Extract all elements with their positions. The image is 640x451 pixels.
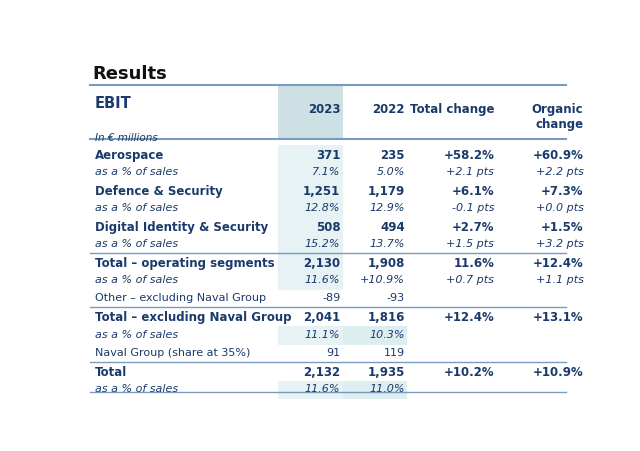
Text: +2.7%: +2.7% — [452, 221, 494, 234]
Text: 1,816: 1,816 — [367, 311, 405, 324]
Text: 2022: 2022 — [372, 103, 405, 116]
Text: +12.4%: +12.4% — [444, 311, 494, 324]
Text: 12.9%: 12.9% — [369, 202, 405, 212]
Text: 2023: 2023 — [308, 103, 340, 116]
Text: 1,908: 1,908 — [367, 257, 405, 270]
Text: 494: 494 — [380, 221, 405, 234]
FancyBboxPatch shape — [278, 200, 343, 218]
Text: 10.3%: 10.3% — [369, 329, 405, 339]
Text: +1.1 pts: +1.1 pts — [536, 275, 584, 285]
Text: EBIT: EBIT — [95, 96, 132, 111]
FancyBboxPatch shape — [278, 327, 343, 345]
Text: 11.1%: 11.1% — [305, 329, 340, 339]
Text: 235: 235 — [380, 148, 405, 161]
Text: 11.0%: 11.0% — [369, 383, 405, 393]
Text: Digital Identity & Security: Digital Identity & Security — [95, 221, 268, 234]
Text: +1.5%: +1.5% — [541, 221, 584, 234]
Text: +58.2%: +58.2% — [444, 148, 494, 161]
Text: 2,041: 2,041 — [303, 311, 340, 324]
Text: +3.2 pts: +3.2 pts — [536, 239, 584, 249]
Text: +60.9%: +60.9% — [532, 148, 584, 161]
Text: +10.9%: +10.9% — [360, 275, 405, 285]
FancyBboxPatch shape — [343, 381, 408, 399]
FancyBboxPatch shape — [278, 146, 343, 164]
Text: +12.4%: +12.4% — [532, 257, 584, 270]
FancyBboxPatch shape — [278, 85, 343, 141]
Text: 371: 371 — [316, 148, 340, 161]
FancyBboxPatch shape — [278, 236, 343, 254]
FancyBboxPatch shape — [278, 218, 343, 236]
Text: Total – operating segments: Total – operating segments — [95, 257, 275, 270]
Text: 1,935: 1,935 — [367, 365, 405, 378]
Text: Total change: Total change — [410, 103, 494, 116]
Text: Organic
change: Organic change — [532, 103, 584, 131]
Text: 13.7%: 13.7% — [369, 239, 405, 249]
Text: 11.6%: 11.6% — [453, 257, 494, 270]
Text: 12.8%: 12.8% — [305, 202, 340, 212]
Text: as a % of sales: as a % of sales — [95, 383, 178, 393]
Text: 7.1%: 7.1% — [312, 166, 340, 176]
Text: +6.1%: +6.1% — [452, 184, 494, 198]
FancyBboxPatch shape — [278, 272, 343, 290]
Text: 2,130: 2,130 — [303, 257, 340, 270]
Text: +1.5 pts: +1.5 pts — [446, 239, 494, 249]
Text: +13.1%: +13.1% — [533, 311, 584, 324]
FancyBboxPatch shape — [343, 327, 408, 345]
Text: In € millions: In € millions — [95, 132, 157, 142]
Text: Total: Total — [95, 365, 127, 378]
Text: Results: Results — [92, 64, 167, 83]
Text: 2,132: 2,132 — [303, 365, 340, 378]
Text: 11.6%: 11.6% — [305, 275, 340, 285]
Text: 91: 91 — [326, 347, 340, 357]
Text: +2.2 pts: +2.2 pts — [536, 166, 584, 176]
FancyBboxPatch shape — [278, 164, 343, 182]
Text: Naval Group (share at 35%): Naval Group (share at 35%) — [95, 347, 250, 357]
Text: -0.1 pts: -0.1 pts — [452, 202, 494, 212]
Text: 1,179: 1,179 — [367, 184, 405, 198]
Text: as a % of sales: as a % of sales — [95, 202, 178, 212]
Text: 1,251: 1,251 — [303, 184, 340, 198]
Text: +2.1 pts: +2.1 pts — [446, 166, 494, 176]
Text: 5.0%: 5.0% — [376, 166, 405, 176]
FancyBboxPatch shape — [278, 182, 343, 200]
FancyBboxPatch shape — [278, 254, 343, 272]
Text: as a % of sales: as a % of sales — [95, 329, 178, 339]
Text: -89: -89 — [322, 293, 340, 303]
Text: Aerospace: Aerospace — [95, 148, 164, 161]
Text: +0.7 pts: +0.7 pts — [446, 275, 494, 285]
Text: Other – excluding Naval Group: Other – excluding Naval Group — [95, 293, 266, 303]
Text: +10.2%: +10.2% — [444, 365, 494, 378]
FancyBboxPatch shape — [278, 381, 343, 399]
Text: 508: 508 — [316, 221, 340, 234]
Text: 11.6%: 11.6% — [305, 383, 340, 393]
Text: +10.9%: +10.9% — [532, 365, 584, 378]
Text: 119: 119 — [384, 347, 405, 357]
Text: +0.0 pts: +0.0 pts — [536, 202, 584, 212]
Text: as a % of sales: as a % of sales — [95, 239, 178, 249]
Text: as a % of sales: as a % of sales — [95, 166, 178, 176]
Text: -93: -93 — [387, 293, 405, 303]
Text: Defence & Security: Defence & Security — [95, 184, 223, 198]
Text: 15.2%: 15.2% — [305, 239, 340, 249]
Text: as a % of sales: as a % of sales — [95, 275, 178, 285]
Text: +7.3%: +7.3% — [541, 184, 584, 198]
Text: Total – excluding Naval Group: Total – excluding Naval Group — [95, 311, 291, 324]
